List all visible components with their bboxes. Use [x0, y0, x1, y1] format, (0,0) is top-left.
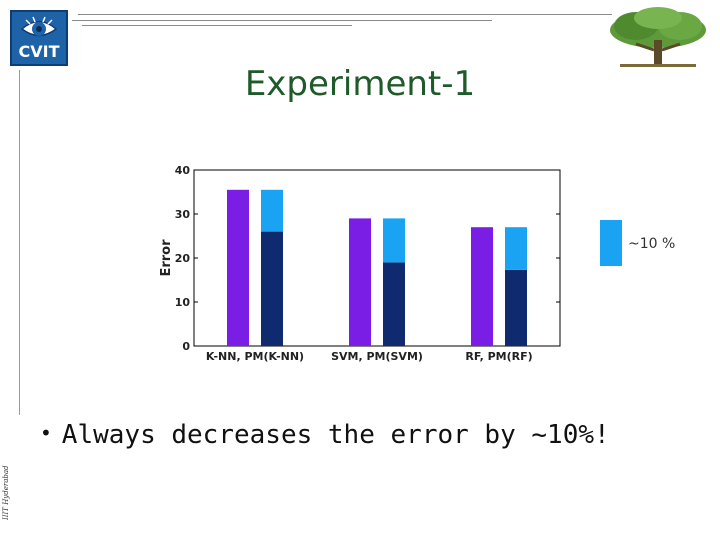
bar-pm-reduction: [261, 189, 283, 232]
bar-pm-error: [261, 231, 283, 346]
bar-baseline: [227, 189, 249, 346]
y-axis-label: Error: [159, 239, 174, 277]
side-rule: [19, 70, 20, 415]
bar-baseline: [349, 218, 371, 346]
eye-icon: [20, 16, 58, 37]
x-tick-label: SVM, PM(SVM): [331, 350, 423, 363]
legend-label: ~10 %: [628, 236, 676, 252]
logo-text: CVIT: [18, 42, 60, 61]
bar-pm-error: [383, 262, 405, 346]
page-title: Experiment-1: [244, 64, 476, 104]
y-tick-label: 0: [182, 340, 190, 353]
header-rule: [78, 14, 612, 15]
header-rule: [72, 20, 492, 21]
tree-logo: [610, 7, 706, 67]
x-tick-label: K-NN, PM(K-NN): [206, 350, 304, 363]
header-rule: [82, 25, 352, 26]
side-label: IIIT Hyderabad: [2, 465, 10, 520]
x-tick-label: RF, PM(RF): [465, 350, 532, 363]
y-tick-label: 40: [175, 164, 191, 177]
bar-baseline: [471, 227, 493, 346]
bullet-dot: •: [40, 421, 52, 445]
bar-pm-reduction: [505, 227, 527, 270]
error-bar-chart: 0 10 20 30 40 K-NN, PM(K-NN) SVM, PM(SVM) RF, P…: [159, 164, 561, 363]
cvit-logo: CVIT: [10, 10, 68, 66]
y-tick-label: 10: [175, 296, 191, 309]
bullet-text: Always decreases the error by ~10%!: [61, 420, 610, 450]
y-tick-label: 30: [175, 208, 191, 221]
y-tick-label: 20: [175, 252, 191, 265]
legend-swatch: [600, 220, 622, 266]
bullet-point: • Always decreases the error by ~10%!: [40, 420, 610, 450]
bar-pm-reduction: [383, 218, 405, 263]
bar-pm-error: [505, 269, 527, 346]
